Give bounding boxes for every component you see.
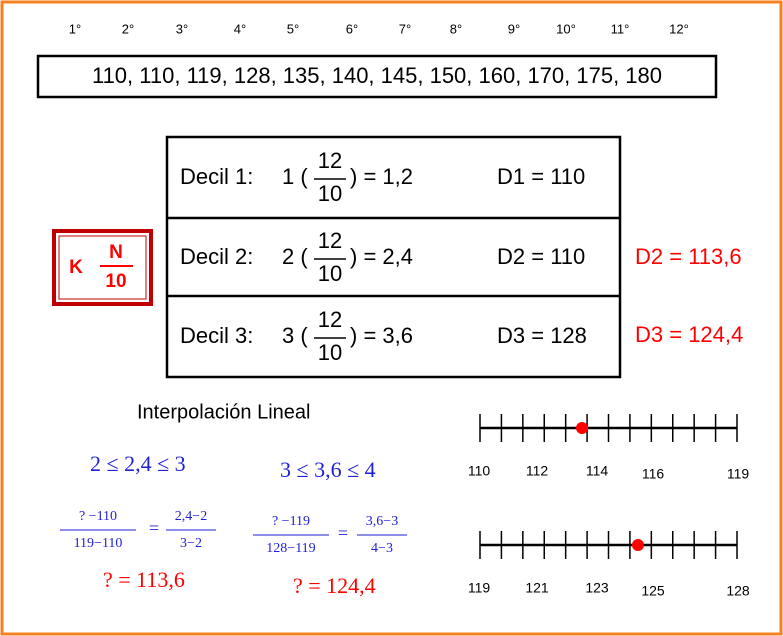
ordinal: 4° — [234, 21, 246, 36]
interpolation-result: ? = 124,4 — [293, 573, 376, 598]
decile-denominator: 10 — [318, 181, 342, 206]
decile-table — [165, 135, 622, 379]
ordinal: 12° — [669, 21, 689, 36]
ordinal: 3° — [176, 21, 188, 36]
decile-denominator: 10 — [318, 340, 342, 365]
ordinal: 10° — [556, 21, 576, 36]
ordinal: 7° — [399, 21, 411, 36]
interpolated-value: D2 = 113,6 — [635, 244, 742, 269]
fraction-numerator: 3,6−3 — [366, 514, 398, 529]
decile-k: 2 ( — [282, 244, 308, 269]
formula-denominator: 10 — [105, 271, 126, 292]
decile-value: D2 = 110 — [497, 244, 585, 269]
decile-label: Decil 3: — [180, 323, 253, 348]
inequality: 3 ≤ 3,6 ≤ 4 — [280, 457, 376, 482]
number-line-label: 119 — [468, 580, 491, 596]
decile-result: ) = 1,2 — [350, 164, 413, 189]
data-row: 110, 110, 119, 128, 135, 140, 145, 150, … — [92, 63, 662, 88]
formula-box-inner — [58, 235, 147, 300]
decile-k: 1 ( — [282, 164, 308, 189]
ordinal: 2° — [122, 21, 134, 36]
decile-result: ) = 2,4 — [350, 244, 413, 269]
interpolation-cases: 2 ≤ 2,4 ≤ 3 ? −110 119−110 = 2,4−2 3−2 ? = 113… — [60, 451, 407, 598]
fraction-denominator: 4−3 — [371, 541, 393, 556]
fraction-numerator: ? −110 — [79, 509, 117, 524]
number-line-point — [632, 539, 644, 551]
number-line-label: 116 — [642, 466, 665, 482]
interpolated-value: D3 = 124,4 — [635, 322, 743, 347]
number-line-label: 119 — [727, 466, 750, 482]
ordinal: 8° — [450, 21, 462, 36]
decile-value: D1 = 110 — [497, 164, 585, 189]
number-line-label: 123 — [585, 580, 609, 596]
ordinal: 6° — [346, 21, 358, 36]
equals: = — [338, 523, 348, 543]
number-line-label: 128 — [726, 583, 750, 599]
decile-result: ) = 3,6 — [350, 323, 413, 348]
section-title: Interpolación Lineal — [137, 401, 310, 423]
interpolation-result: ? = 113,6 — [103, 567, 185, 592]
decile-label: Decil 2: — [180, 244, 253, 269]
data-box — [36, 54, 718, 99]
number-line-label: 110 — [468, 463, 491, 479]
number-line-label: 121 — [525, 580, 549, 596]
decile-label: Decil 1: — [180, 164, 253, 189]
fraction-denominator: 128−119 — [266, 541, 315, 556]
fraction-numerator: 2,4−2 — [175, 509, 207, 524]
decile-value: D3 = 128 — [497, 323, 587, 348]
inequality: 2 ≤ 2,4 ≤ 3 — [90, 451, 186, 476]
fraction-denominator: 3−2 — [180, 536, 202, 551]
fraction-numerator: ? −119 — [272, 514, 310, 529]
number-lines: 110 112 114 116 119 119 121 123 125 128 — [468, 414, 750, 599]
decile-rows: Decil 1: 1 ( 12 10 ) = 1,2 D1 = 110 Decil 2: 2 … — [180, 148, 587, 365]
ordinal: 11° — [611, 21, 630, 36]
ordinal: 5° — [287, 21, 299, 36]
decile-denominator: 10 — [318, 261, 342, 286]
decile-numerator: 12 — [318, 148, 342, 173]
number-line-point — [576, 422, 588, 434]
number-line-label: 114 — [586, 463, 609, 479]
decile-k: 3 ( — [282, 323, 308, 348]
decile-numerator: 12 — [318, 228, 342, 253]
fraction-denominator: 119−110 — [74, 536, 123, 551]
ordinal: 9° — [508, 21, 520, 36]
decile-numerator: 12 — [318, 307, 342, 332]
number-line-label: 125 — [641, 583, 665, 599]
formula-k: K — [69, 257, 83, 278]
formula-numerator: N — [109, 242, 123, 263]
formula-box — [52, 229, 153, 306]
ordinal: 1° — [69, 21, 81, 36]
equals: = — [149, 518, 159, 538]
number-line-label: 112 — [526, 463, 549, 479]
